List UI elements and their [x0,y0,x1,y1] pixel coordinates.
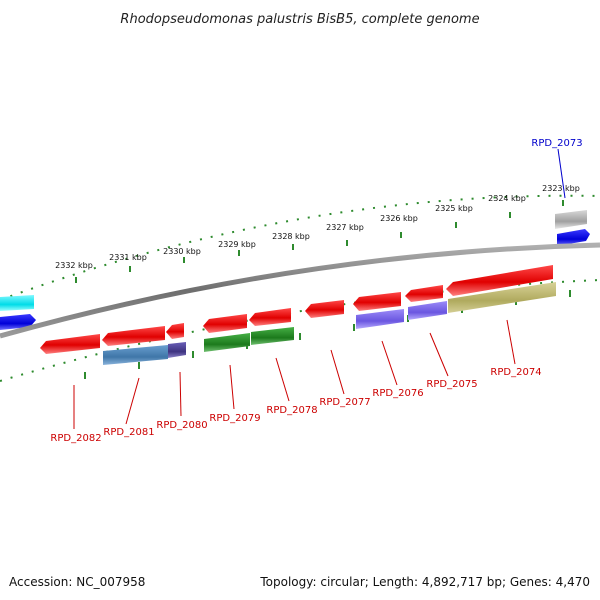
gene-rpd-2082[interactable] [40,334,100,354]
genome-summary-text: Topology: circular; Length: 4,892,717 bp… [259,575,590,589]
reverse-strand-features [103,282,556,365]
gene-rpd-2073[interactable] [557,229,590,246]
gene-label-rpd-2074[interactable]: RPD_2074 [490,367,541,378]
outer-scale-ring [0,194,600,301]
gene-rpd-2078[interactable] [249,308,291,326]
leader-rpd-2076 [381,340,398,386]
gene-label-rpd-2078[interactable]: RPD_2078 [266,405,317,416]
gene-label-rpd-2081[interactable]: RPD_2081 [103,427,154,438]
leader-rpd-2073 [557,148,566,199]
tick-label: 2327 kbp [326,223,364,232]
reverse-strand-cds [40,265,553,354]
gene-rpd-2078-feature[interactable] [251,327,294,345]
tick-label: 2323 kbp [542,184,580,193]
tick-label: 2324 kbp [488,194,526,203]
tick-label: 2326 kbp [380,214,418,223]
gene-rpd-2077[interactable] [305,300,344,318]
gene-rpd-2080[interactable] [166,323,184,339]
gene-label-rpd-2075[interactable]: RPD_2075 [426,379,477,390]
leader-rpd-2074 [506,319,516,365]
leader-rpd-2080 [179,371,182,417]
gene-rpd-2081[interactable] [102,326,165,346]
gene-rpd-2075-feature[interactable] [408,301,447,320]
tick-label: 2332 kbp [55,261,93,270]
leader-rpd-2078 [275,357,290,402]
gene-rpd-2074-feature[interactable] [448,282,556,313]
gene-label-rpd-2080[interactable]: RPD_2080 [156,420,207,431]
gene-rpd-2075[interactable] [405,285,443,302]
gene-label-rpd-2082[interactable]: RPD_2082 [50,433,101,444]
feature-blue-edge[interactable] [0,314,36,330]
tick-label: 2328 kbp [272,232,310,241]
leader-rpd-2077 [330,349,345,395]
tick-label: 2329 kbp [218,240,256,249]
tick-label: 2325 kbp [435,204,473,213]
tick-label: 2331 kbp [109,253,147,262]
leader-rpd-2075 [429,332,449,377]
gene-rpd-2079-feature[interactable] [204,333,250,352]
forward-strand-features [0,210,590,330]
leader-rpd-2079 [229,364,235,410]
label-leaders [73,148,566,429]
gene-rpd-2079[interactable] [203,314,247,333]
map-title: Rhodopseudomonas palustris BisB5, comple… [120,12,479,27]
gene-rpd-2076-feature[interactable] [356,309,404,329]
gene-rpd-2080-feature[interactable] [168,342,186,358]
gene-label-rpd-2073[interactable]: RPD_2073 [531,138,582,149]
tick-label: 2330 kbp [163,247,201,256]
accession-text: Accession: NC_007958 [9,575,145,589]
genome-backbone [0,242,600,339]
gene-rpd-2074[interactable] [446,265,553,296]
gene-rpd-2076[interactable] [353,292,401,311]
gene-labels: RPD_2073 RPD_2074 RPD_2075 RPD_2076 RPD_… [50,138,582,444]
feature-cyan-edge[interactable] [0,295,34,311]
gene-label-rpd-2077[interactable]: RPD_2077 [319,397,370,408]
inner-scale-ring [0,279,600,382]
leader-rpd-2081 [125,377,140,425]
gene-label-rpd-2076[interactable]: RPD_2076 [372,388,423,399]
gene-rpd-2081-feature[interactable] [103,345,168,365]
gene-label-rpd-2079[interactable]: RPD_2079 [209,413,260,424]
gene-rpd-2073-gray[interactable] [555,210,587,229]
